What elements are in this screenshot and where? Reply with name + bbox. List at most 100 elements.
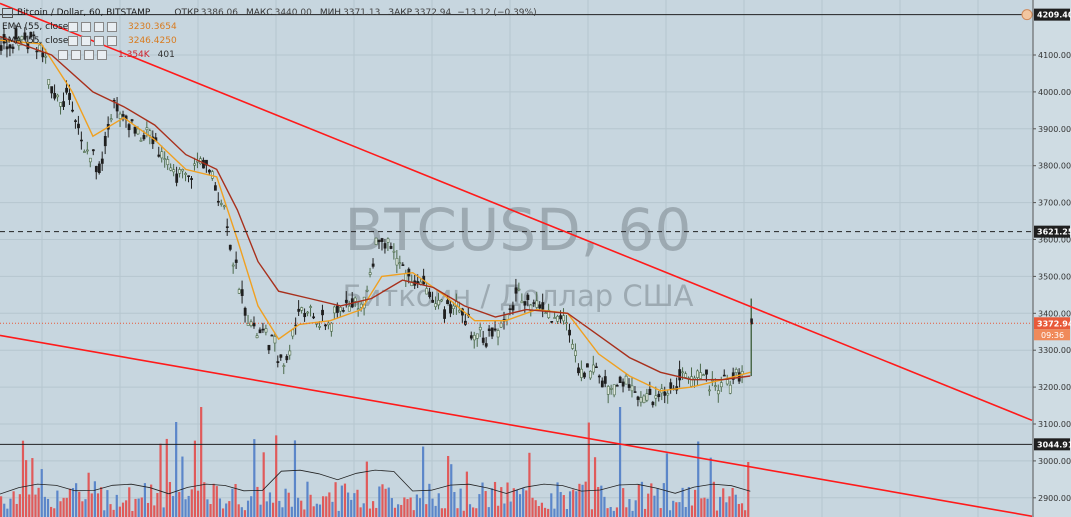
candle-body: [437, 300, 441, 306]
candle-body: [181, 169, 185, 172]
candle-body: [20, 36, 24, 41]
alert-icon: [1021, 9, 1033, 21]
candle-body: [38, 44, 42, 53]
visibility-icon[interactable]: [58, 50, 68, 60]
indicator-row-sma[interactable]: SMA (55, close) 3246.4250: [2, 34, 537, 48]
trendline: [0, 2, 1033, 422]
close-label: ЗАКР: [388, 8, 413, 18]
candle-body: [196, 160, 199, 163]
candle-body: [446, 300, 449, 305]
candle-body: [550, 321, 554, 323]
symbol-icon[interactable]: [2, 8, 13, 18]
candle-body: [374, 237, 378, 245]
volume-bar: [187, 495, 190, 517]
volume-bar: [722, 488, 725, 517]
candle-body: [166, 159, 170, 166]
candle-body: [475, 333, 479, 339]
candle-body: [734, 369, 738, 373]
volume-bar: [146, 502, 150, 517]
candle-body: [544, 312, 548, 314]
volume-bar: [318, 504, 322, 517]
volume-bar: [415, 494, 418, 517]
volume-bar: [300, 500, 303, 517]
candle-body: [273, 336, 277, 344]
indicator-row-volume[interactable]: 1.354K 401: [2, 48, 537, 62]
candle-body: [252, 322, 256, 327]
volume-bar: [593, 457, 597, 517]
close-icon[interactable]: [107, 36, 117, 46]
source-icon[interactable]: [94, 36, 104, 46]
candle-body: [103, 136, 107, 147]
volume-bar: [165, 438, 168, 517]
chart-legend: Bitcoin / Dollar, 60, BITSTAMP ОТКР 3386.…: [2, 6, 537, 62]
volume-bar: [450, 464, 453, 517]
close-icon[interactable]: [107, 22, 117, 32]
volume-bar: [93, 481, 96, 517]
candle-body: [234, 259, 238, 263]
candle-body: [86, 149, 89, 152]
candle-body: [157, 154, 161, 157]
source-icon[interactable]: [84, 50, 94, 60]
volume-bar: [112, 509, 115, 517]
visibility-icon[interactable]: [68, 22, 78, 32]
candle-body: [240, 289, 244, 296]
volume-bar: [562, 495, 565, 517]
volume-bar: [215, 486, 218, 517]
volume-bar: [681, 487, 684, 517]
candle-body: [330, 322, 333, 332]
candle-body: [59, 102, 63, 107]
volume-bar: [131, 510, 134, 517]
candle-body: [600, 380, 604, 388]
last-price-label: 3372.94: [1037, 319, 1071, 328]
volume-bar: [725, 502, 728, 517]
volume-bar: [40, 469, 43, 517]
volume-bar: [525, 490, 528, 517]
candle-body: [133, 126, 137, 134]
visibility-icon[interactable]: [68, 36, 78, 46]
candle-body: [392, 250, 396, 253]
candle-body: [178, 169, 182, 174]
low-value: 3371.13: [343, 8, 381, 18]
candle-body: [556, 315, 560, 322]
candle-body: [306, 311, 310, 314]
settings-icon[interactable]: [81, 22, 91, 32]
candle-body: [222, 205, 226, 208]
volume-bar: [331, 501, 334, 517]
volume-bar: [600, 485, 603, 517]
candle-body: [678, 369, 682, 381]
volume-bar: [15, 503, 18, 517]
y-tick-label: 3200.00: [1038, 383, 1071, 392]
sma-line: [0, 35, 751, 381]
volume-bar: [744, 510, 747, 517]
candle-body: [145, 127, 149, 131]
volume-bar: [518, 494, 522, 517]
volume-bar: [425, 504, 428, 517]
source-icon[interactable]: [94, 22, 104, 32]
close-icon[interactable]: [97, 50, 107, 60]
candle-body: [130, 119, 134, 122]
candle-body: [77, 123, 80, 129]
volume-bar: [509, 501, 512, 517]
candle-body: [136, 128, 140, 135]
candle-body: [270, 334, 274, 337]
volume-bar: [606, 508, 609, 517]
settings-icon[interactable]: [71, 50, 81, 60]
candle-body: [630, 385, 634, 392]
volume-bar: [687, 487, 690, 517]
indicator-row-ema[interactable]: EMA (55, close) 3230.3654: [2, 20, 537, 34]
volume-bar: [303, 509, 306, 517]
candle-body: [29, 31, 33, 38]
settings-icon[interactable]: [81, 36, 91, 46]
volume-bar: [312, 506, 315, 517]
candle-body: [469, 335, 473, 339]
y-tick-label: 2900.00: [1038, 494, 1071, 503]
volume-bar: [196, 490, 200, 517]
candle-body: [586, 363, 589, 368]
candle-body: [398, 262, 402, 265]
candle-body: [184, 173, 188, 175]
volume-bar: [465, 471, 468, 517]
volume-bar: [590, 509, 594, 517]
volume-bar: [672, 500, 675, 517]
